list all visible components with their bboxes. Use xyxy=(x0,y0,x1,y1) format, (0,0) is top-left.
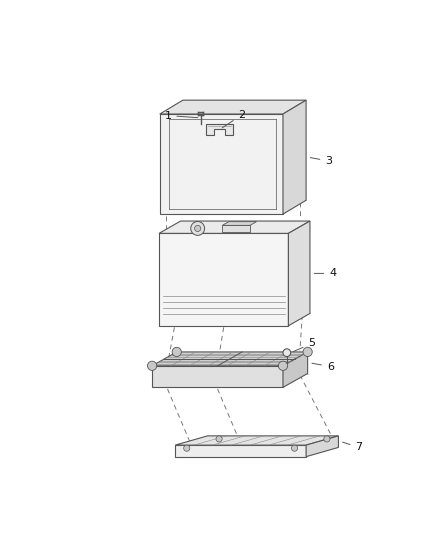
Polygon shape xyxy=(152,366,283,387)
Text: 2: 2 xyxy=(222,110,245,128)
Polygon shape xyxy=(223,225,250,231)
Polygon shape xyxy=(206,124,233,135)
Text: 3: 3 xyxy=(311,156,332,166)
Polygon shape xyxy=(159,221,310,233)
Text: 1: 1 xyxy=(164,110,198,120)
Circle shape xyxy=(191,222,205,236)
Polygon shape xyxy=(175,436,339,445)
Polygon shape xyxy=(175,445,306,457)
Circle shape xyxy=(172,348,181,357)
Circle shape xyxy=(283,349,291,357)
Circle shape xyxy=(148,361,157,370)
Polygon shape xyxy=(223,222,257,225)
Text: 5: 5 xyxy=(293,338,315,352)
Polygon shape xyxy=(283,352,307,387)
Polygon shape xyxy=(288,221,310,326)
Polygon shape xyxy=(306,436,339,457)
Polygon shape xyxy=(160,114,283,214)
Circle shape xyxy=(279,361,288,370)
Circle shape xyxy=(324,436,330,442)
Text: 6: 6 xyxy=(312,361,334,372)
Polygon shape xyxy=(152,352,307,366)
Text: 7: 7 xyxy=(343,442,363,453)
Polygon shape xyxy=(160,100,306,114)
Circle shape xyxy=(184,445,190,451)
Circle shape xyxy=(291,445,298,451)
Circle shape xyxy=(194,225,201,231)
Circle shape xyxy=(216,436,222,442)
Polygon shape xyxy=(283,100,306,214)
Polygon shape xyxy=(159,233,288,326)
Text: 4: 4 xyxy=(314,269,336,278)
Circle shape xyxy=(303,348,312,357)
